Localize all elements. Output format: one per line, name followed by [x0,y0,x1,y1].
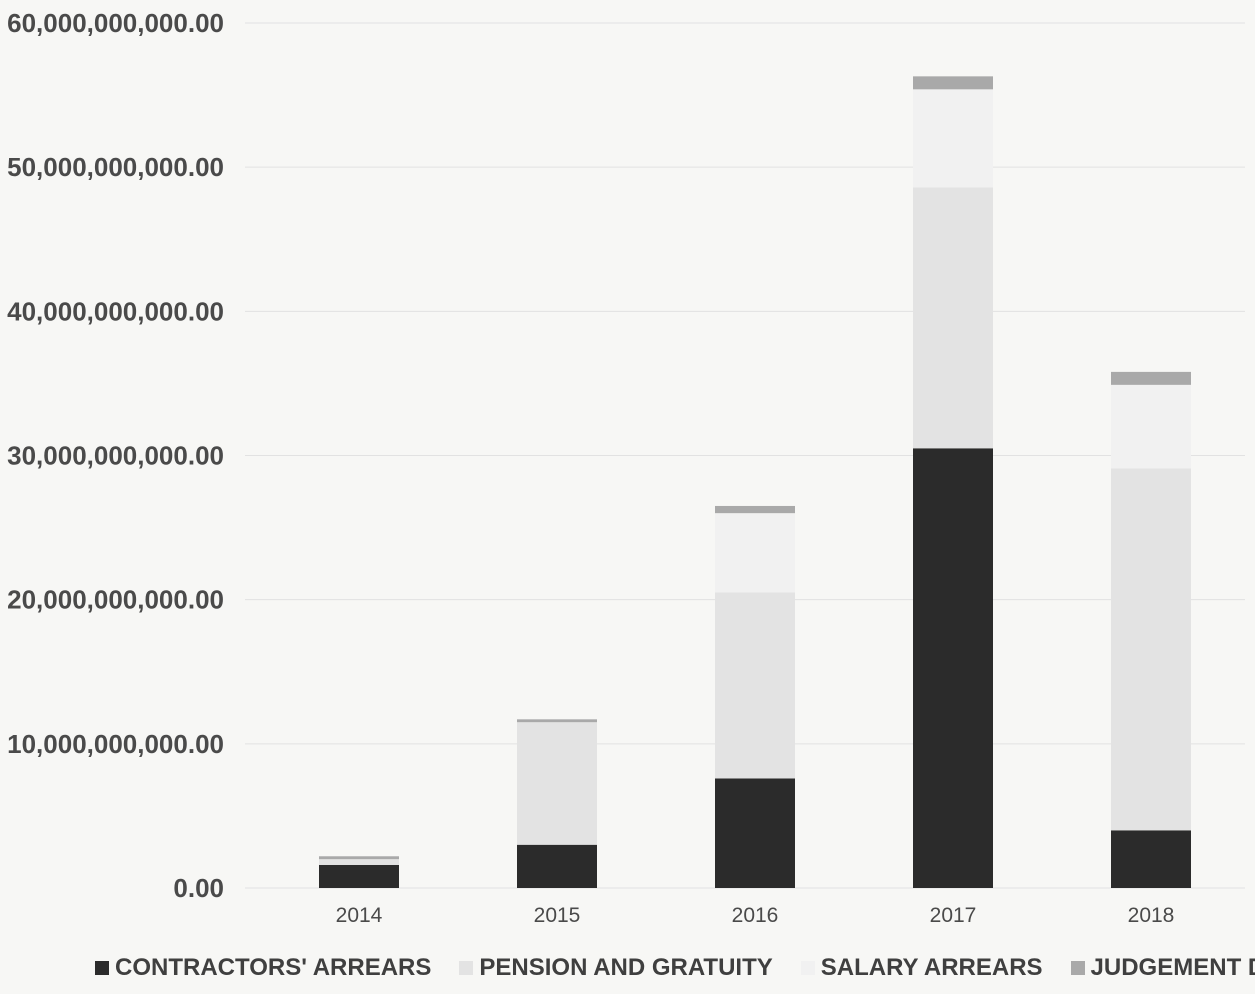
legend: CONTRACTORS' ARREARS PENSION AND GRATUITY… [95,950,1255,986]
bar-segment [1111,468,1191,831]
bar-segment [715,513,795,593]
stacked-bar-chart: 0.00 10,000,000,000.00 20,000,000,000.00 30… [7,8,1245,927]
bar-segment [517,722,597,845]
bar-segment [715,592,795,779]
bar-segment [913,187,993,449]
bar-segment [715,778,795,888]
y-tick-label: 30,000,000,000.00 [7,441,224,471]
legend-item: JUDGEMENT DEBT [1070,954,1255,982]
x-tick-label: 2015 [534,904,581,927]
x-tick-label: 2016 [732,904,779,927]
y-tick-label: 50,000,000,000.00 [7,152,224,182]
y-tick-label: 10,000,000,000.00 [7,729,224,759]
y-axis-tick-labels: 0.00 10,000,000,000.00 20,000,000,000.00 30… [7,8,224,903]
bar-segment [319,856,399,860]
bar-segment [517,844,597,888]
bar-segment [715,505,795,514]
bar-segment [913,89,993,188]
bar-segment [319,859,399,865]
y-tick-label: 0.00 [173,873,224,903]
bars [319,76,1191,888]
legend-label: JUDGEMENT DEBT [1090,954,1255,981]
legend-item: CONTRACTORS' ARREARS [95,954,431,982]
bar-segment [1111,371,1191,385]
bar-segment [517,719,597,723]
legend-swatch [800,961,815,975]
bar-segment [319,864,399,888]
legend-swatch [95,961,109,975]
x-axis-tick-labels: 2014 2015 2016 2017 2018 [336,904,1175,927]
legend-label: PENSION AND GRATUITY [479,954,773,981]
x-tick-label: 2017 [930,904,977,927]
legend-swatch [1070,961,1085,975]
bar-segment [1111,830,1191,888]
bar-segment [913,76,993,90]
bar-segment [1111,384,1191,469]
y-tick-label: 40,000,000,000.00 [7,296,224,326]
x-tick-label: 2014 [336,904,383,927]
legend-label: CONTRACTORS' ARREARS [115,954,432,981]
legend-item: PENSION AND GRATUITY [459,954,773,982]
bar-segment [913,448,993,888]
legend-swatch [459,961,474,975]
y-tick-label: 20,000,000,000.00 [7,585,224,615]
legend-label: SALARY ARREARS [820,954,1043,981]
x-tick-label: 2018 [1128,904,1175,927]
legend-item: SALARY ARREARS [800,954,1043,982]
y-tick-label: 60,000,000,000.00 [7,8,224,38]
